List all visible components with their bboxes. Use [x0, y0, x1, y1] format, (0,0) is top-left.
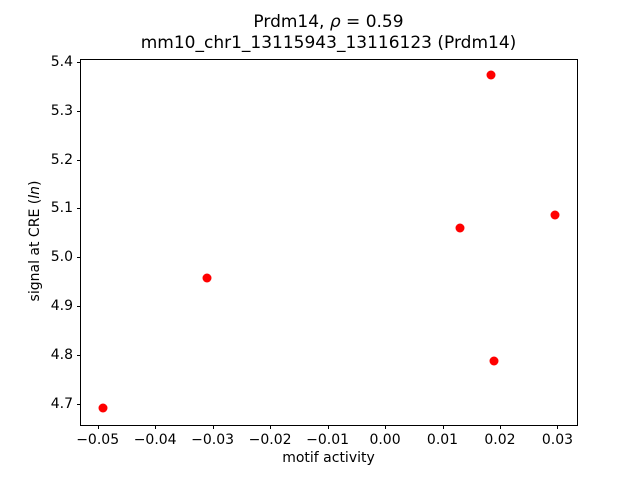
ylabel-suffix: ) — [27, 180, 43, 187]
y-tick-mark — [77, 159, 81, 161]
chart-subtitle: mm10_chr1_13115943_13116123 (Prdm14) — [140, 33, 517, 53]
y-tick-mark — [77, 354, 81, 356]
x-tick-mark — [212, 425, 214, 429]
data-point — [98, 403, 108, 413]
x-tick-label: −0.03 — [191, 432, 235, 448]
chart-title: Prdm14, ρ = 0.59 — [80, 12, 577, 33]
ylabel-italic: ln — [27, 186, 43, 199]
y-tick-label: 4.7 — [50, 395, 73, 412]
x-tick-mark — [270, 425, 272, 429]
y-tick-mark — [77, 257, 81, 259]
y-tick-label: 5.2 — [50, 151, 73, 168]
x-tick-mark — [97, 425, 99, 429]
x-tick-label: −0.05 — [76, 432, 120, 448]
y-tick-mark — [77, 403, 81, 405]
x-tick-label: 0.01 — [426, 432, 459, 448]
y-tick-label: 5.3 — [50, 102, 73, 119]
y-tick-mark — [77, 61, 81, 63]
y-tick-mark — [77, 208, 81, 210]
x-tick-label: −0.01 — [306, 432, 350, 448]
chart-title-block: Prdm14, ρ = 0.59 mm10_chr1_13115943_1311… — [80, 12, 577, 54]
x-tick-label: −0.02 — [248, 432, 292, 448]
x-tick-label: 0.03 — [541, 432, 574, 448]
title-rho-value: = 0.59 — [340, 12, 404, 32]
x-tick-mark — [385, 425, 387, 429]
x-tick-mark — [327, 425, 329, 429]
x-axis-label: motif activity — [282, 450, 375, 466]
x-tick-label: 0.02 — [484, 432, 516, 448]
title-prefix: Prdm14, — [253, 12, 330, 32]
plot-area: −0.05 −0.04 −0.03 −0.02 −0.01 0.00 0.01 0.02 0.0… — [51, 54, 578, 448]
x-tick-mark — [442, 425, 444, 429]
y-tick-label: 4.9 — [50, 297, 73, 314]
data-point — [550, 210, 560, 220]
y-tick-mark — [77, 305, 81, 307]
y-axis-label: signal at CRE (ln) — [27, 181, 43, 302]
y-tick-label: 5.1 — [50, 200, 73, 217]
ylabel-prefix: signal at CRE ( — [27, 198, 43, 302]
x-tick-label: −0.04 — [133, 432, 177, 448]
x-tick-mark — [557, 425, 559, 429]
y-tick-label: 5.0 — [50, 249, 73, 266]
title-rho-symbol: ρ — [329, 12, 341, 32]
data-point — [486, 70, 496, 80]
x-tick-mark — [155, 425, 157, 429]
x-tick-label: 0.00 — [369, 432, 401, 448]
y-tick-mark — [77, 110, 81, 112]
data-point — [202, 273, 212, 283]
data-point — [455, 223, 465, 233]
y-tick-label: 4.8 — [50, 346, 73, 363]
y-tick-label: 5.4 — [50, 53, 73, 70]
x-tick-mark — [499, 425, 501, 429]
data-point — [489, 356, 499, 366]
